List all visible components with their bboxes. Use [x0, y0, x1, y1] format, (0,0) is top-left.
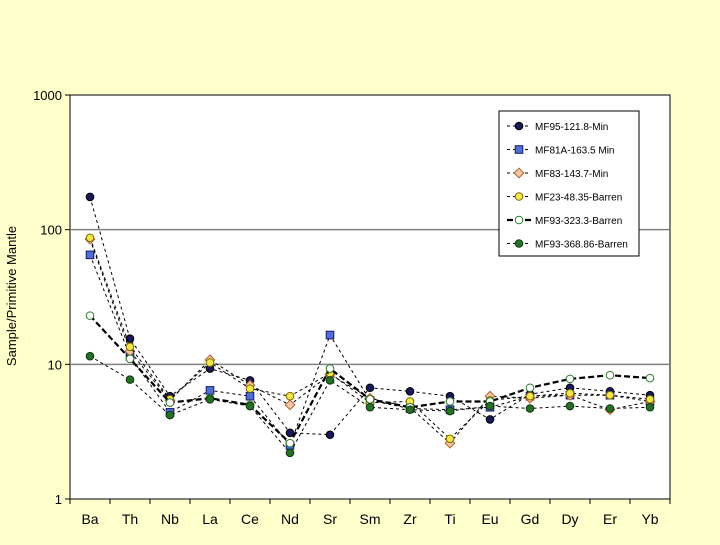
data-point — [645, 402, 655, 412]
data-point — [325, 330, 335, 340]
x-tick-label: Sr — [323, 511, 337, 527]
data-point — [85, 233, 95, 243]
legend-label: MF23-48.35-Barren — [535, 193, 622, 204]
data-point — [565, 388, 575, 398]
data-point — [405, 405, 415, 415]
x-tick-label: Dy — [561, 511, 578, 527]
data-point — [485, 415, 495, 424]
legend-label: MF83-143.7-Min — [535, 169, 608, 180]
x-tick-label: Nb — [161, 511, 179, 527]
data-point — [605, 390, 615, 400]
legend-box — [498, 110, 640, 257]
data-point — [365, 383, 375, 393]
data-point — [85, 192, 95, 202]
x-tick-label: Er — [603, 511, 617, 527]
data-point — [645, 394, 655, 404]
data-point — [85, 351, 95, 361]
series-line — [89, 254, 651, 447]
data-point — [285, 428, 295, 438]
y-tick-label: 10 — [48, 357, 62, 372]
x-tick-label: Nd — [281, 511, 299, 527]
data-point — [165, 410, 175, 420]
axes: 1 10 100 1000 Ba Th Nb La Ce Nd Sr Sm Zr Ti Eu Gd Dy Er Yb — [33, 88, 671, 527]
series-line — [89, 355, 651, 454]
data-point — [205, 358, 215, 367]
x-tick-label: Eu — [481, 511, 498, 527]
series-6 — [85, 351, 655, 458]
data-point — [325, 430, 335, 440]
data-point — [325, 364, 335, 373]
data-point — [284, 399, 296, 411]
legend-marker — [514, 215, 524, 225]
data-point — [605, 404, 615, 413]
y-axis-label: Sample/Primitive Mantle — [4, 226, 19, 366]
data-point — [165, 398, 175, 407]
data-point — [205, 386, 215, 395]
legend: MF95-121.8-Min MF81A-163.5 Min MF83-143.7-… — [498, 110, 640, 257]
legend-marker — [514, 192, 524, 201]
legend-marker — [514, 121, 524, 131]
data-point — [125, 354, 135, 364]
legend-label: MF93-368.86-Barren — [535, 240, 628, 251]
y-tick-label: 1000 — [33, 88, 62, 103]
data-point — [245, 384, 255, 393]
data-point — [565, 401, 575, 411]
x-tick-label: Ba — [81, 511, 98, 527]
data-point — [525, 383, 535, 393]
data-point — [125, 375, 135, 384]
data-point — [365, 402, 375, 412]
data-point — [645, 373, 655, 383]
data-point — [485, 401, 495, 411]
data-point — [445, 406, 455, 416]
legend-marker — [514, 239, 524, 248]
legend-label: MF93-323.3-Barren — [535, 216, 622, 227]
data-point — [285, 448, 295, 458]
x-tick-label: Sm — [360, 511, 381, 527]
data-point — [445, 434, 455, 444]
data-point — [285, 438, 295, 448]
legend-label: MF95-121.8-Min — [535, 122, 608, 133]
data-point — [605, 370, 615, 380]
data-point — [85, 250, 95, 260]
data-point — [365, 394, 375, 404]
x-tick-label: Yb — [641, 511, 658, 527]
legend-marker — [513, 167, 525, 179]
data-point — [205, 394, 215, 404]
x-tick-label: Th — [122, 511, 138, 527]
x-tick-label: Zr — [403, 511, 417, 527]
y-tick-label: 1 — [55, 492, 62, 507]
data-point — [85, 311, 95, 320]
y-tick-label: 100 — [40, 223, 62, 238]
x-tick-label: Ce — [241, 511, 259, 527]
x-tick-label: Gd — [521, 511, 540, 527]
data-point — [245, 391, 255, 401]
x-tick-label: Ti — [444, 511, 455, 527]
legend-label: MF81A-163.5 Min — [535, 146, 614, 157]
data-point — [125, 334, 135, 344]
x-tick-label: La — [202, 511, 218, 527]
data-point — [125, 342, 135, 352]
data-point — [525, 391, 535, 401]
data-point — [245, 401, 255, 411]
data-point — [445, 397, 455, 406]
data-point — [525, 404, 535, 413]
series-layer — [84, 192, 656, 458]
data-point — [405, 387, 415, 396]
data-point — [285, 391, 295, 401]
data-point — [565, 374, 575, 384]
legend-marker — [514, 145, 524, 154]
data-point — [325, 376, 335, 385]
